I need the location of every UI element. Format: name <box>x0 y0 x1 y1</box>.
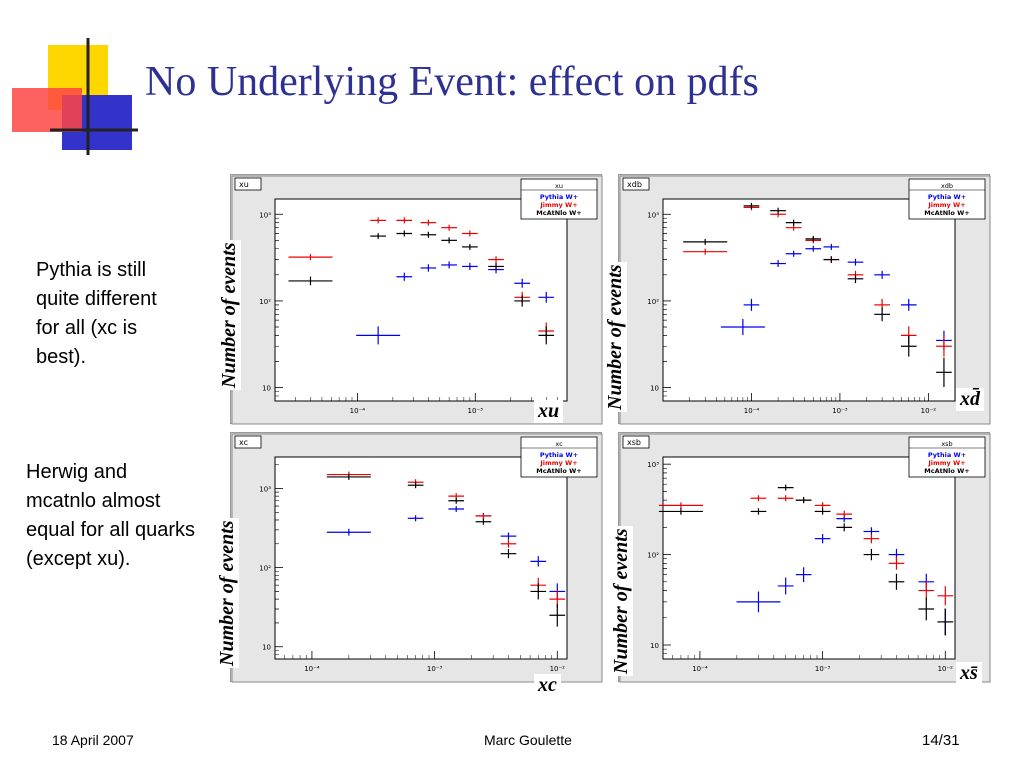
x-tick-label: 10⁻² <box>921 407 937 415</box>
histogram-name-xsb: xsb <box>627 438 641 447</box>
y-tick-label: 10² <box>259 298 271 306</box>
y-tick-label: 10³ <box>647 461 659 469</box>
legend-entry: Pythia W+ <box>540 193 578 201</box>
x-tick-label: 10⁻³ <box>832 407 848 415</box>
legend-entry: Jimmy W+ <box>927 201 965 209</box>
x-axis-label-xdb: xd̄ <box>956 388 984 411</box>
slide-title: No Underlying Event: effect on pdfs <box>145 59 759 105</box>
x-tick-label: 10⁻⁴ <box>350 407 366 415</box>
x-tick-label: 10⁻⁴ <box>692 665 708 673</box>
footer-date: 18 April 2007 <box>52 732 134 748</box>
x-axis-label-xsb: xs̄ <box>956 662 982 685</box>
y-axis-label-xdb: Number of events <box>604 262 627 412</box>
y-tick-label: 10 <box>262 385 271 393</box>
chart-panel-xsb: xsb 10 10² 10³ 10⁻⁴ 10⁻³ 10⁻² xsb Pythia W+ Jimmy… <box>618 432 991 683</box>
y-tick-label: 10³ <box>259 211 271 219</box>
histogram-name-box <box>234 435 262 449</box>
x-tick-label: 10⁻² <box>938 665 954 673</box>
legend-entry: McAtNlo W+ <box>536 209 581 217</box>
y-axis-label-xc: Number of events <box>216 518 239 668</box>
text-block-herwig: Herwig and mcatnlo almost equal for all … <box>26 461 195 570</box>
legend-entry: Jimmy W+ <box>539 201 577 209</box>
x-tick-label: 10⁻³ <box>427 665 443 673</box>
legend-title: xsb <box>941 440 952 448</box>
x-tick-label: 10⁻² <box>550 665 566 673</box>
legend-entry: McAtNlo W+ <box>924 209 969 217</box>
text-block-pythia: Pythia is still quite different for all … <box>36 259 157 368</box>
y-axis-label-xsb: Number of events <box>610 526 633 676</box>
legend-entry: Jimmy W+ <box>927 459 965 467</box>
slide-logo <box>12 38 138 155</box>
legend-title: xdb <box>941 182 953 190</box>
legend-box <box>520 178 598 220</box>
chart-svg-xu: xu 10 10² 10³ 10⁻⁴ 10⁻³ xu Pythia W+Jimmy W+McA… <box>231 175 603 425</box>
plot-area <box>274 456 568 660</box>
x-axis-label-xc: xc <box>534 674 561 697</box>
histogram-name-box <box>622 435 650 449</box>
chart-panel-xc: xc 10 10² 10³ 10⁻⁴ 10⁻³ 10⁻² xc Pythia W+ Jimmy W… <box>230 432 603 683</box>
legend-entry: Pythia W+ <box>928 193 966 201</box>
legend-entry: Pythia W+ <box>928 451 966 459</box>
legend-box <box>908 436 986 478</box>
histogram-name-xdb: xdb <box>627 180 642 189</box>
legend-entry: Pythia W+ <box>540 451 578 459</box>
x-axis-label-xu: xu <box>534 400 564 423</box>
histogram-name-box <box>622 177 650 191</box>
legend-entry: McAtNlo W+ <box>924 467 969 475</box>
x-tick-label: 10⁻⁴ <box>304 665 320 673</box>
chart-svg-xdb: xdb 10 10² 10³ 10⁻⁴ 10⁻³ 10⁻² xdb Pythia W+Jimmy… <box>619 175 991 425</box>
legend-entry: Jimmy W+ <box>539 459 577 467</box>
footer-author: Marc Goulette <box>484 732 572 748</box>
y-tick-label: 10² <box>647 298 659 306</box>
x-tick-label: 10⁻³ <box>468 407 484 415</box>
y-tick-label: 10 <box>262 644 271 652</box>
histogram-name-box <box>234 177 262 191</box>
legend-title: xu <box>555 182 563 190</box>
y-tick-label: 10 <box>650 642 659 650</box>
legend-title: xc <box>555 440 563 448</box>
x-tick-label: 10⁻⁴ <box>744 407 760 415</box>
histogram-name-xc: xc <box>239 438 248 447</box>
chart-svg-xsb: xsb 10 10² 10³ 10⁻⁴ 10⁻³ 10⁻² xsb Pythia W+Jimmy… <box>619 433 991 683</box>
chart-svg-xc: xc 10 10² 10³ 10⁻⁴ 10⁻³ 10⁻² xc Pythia W+Jimmy W… <box>231 433 603 683</box>
legend-box <box>520 436 598 478</box>
plot-area <box>274 198 568 402</box>
footer-page-number: 14/31 <box>922 732 960 749</box>
y-axis-label-xu: Number of events <box>218 240 241 390</box>
legend-entry: McAtNlo W+ <box>536 467 581 475</box>
y-tick-label: 10² <box>647 552 659 560</box>
plot-area <box>662 456 956 660</box>
y-tick-label: 10 <box>650 385 659 393</box>
y-tick-label: 10³ <box>647 211 659 219</box>
chart-panel-xu: xu 10 10² 10³ 10⁻⁴ 10⁻³ xu Pythia W+ Jimmy W+ McA… <box>230 174 603 425</box>
y-tick-label: 10² <box>259 565 271 573</box>
x-tick-label: 10⁻³ <box>815 665 831 673</box>
y-tick-label: 10³ <box>259 485 271 493</box>
legend-box <box>908 178 986 220</box>
chart-panel-xdb: xdb 10 10² 10³ 10⁻⁴ 10⁻³ 10⁻² xdb Pythia W+ Jimmy… <box>618 174 991 425</box>
plot-area <box>662 198 956 402</box>
histogram-name-xu: xu <box>239 180 249 189</box>
